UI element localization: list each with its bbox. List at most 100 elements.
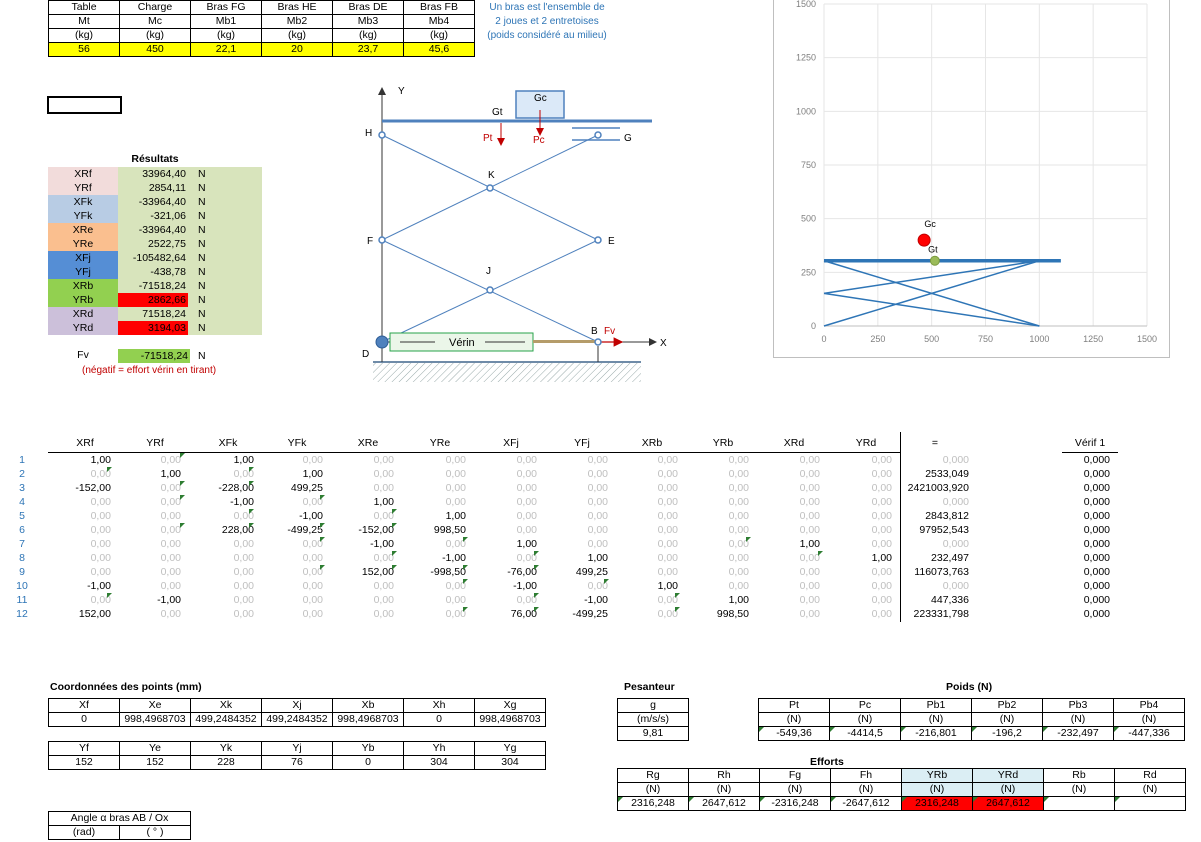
y-tick-label: 0 bbox=[811, 321, 816, 331]
g-unit: (m/s/s) bbox=[617, 712, 689, 727]
coordX-cell: 998,4968703 bbox=[332, 712, 404, 727]
coordX-cell: Xh bbox=[403, 698, 475, 713]
formula-indicator bbox=[249, 467, 254, 472]
formula-indicator bbox=[534, 607, 539, 612]
coordY-cell: Yg bbox=[474, 741, 546, 756]
arm-note-line: Un bras est l'ensemble de bbox=[489, 2, 605, 13]
matrix-row-number: 5 bbox=[19, 510, 25, 522]
formula-indicator bbox=[180, 453, 185, 458]
formula-indicator bbox=[534, 593, 539, 598]
k-label: K bbox=[488, 170, 495, 181]
matrix-header: YRd bbox=[855, 437, 877, 449]
formula-indicator bbox=[463, 607, 468, 612]
matrix-cell: 0,00 bbox=[90, 538, 111, 550]
chart-frame[interactable] bbox=[773, 0, 1170, 358]
matrix-cell: -1,00 bbox=[157, 594, 181, 606]
formula-indicator bbox=[249, 523, 254, 528]
masses-cell: (kg) bbox=[332, 28, 404, 43]
masses-cell: (kg) bbox=[190, 28, 262, 43]
matrix-cell: 1,00 bbox=[587, 552, 608, 564]
matrix-cell: 0,00 bbox=[799, 454, 820, 466]
joint-h bbox=[378, 131, 386, 139]
formula-indicator bbox=[534, 551, 539, 556]
matrix-cell: 0,00 bbox=[587, 538, 608, 550]
effortsTable-cell: Rb bbox=[1043, 768, 1115, 783]
matrix-verif: 0,000 bbox=[1083, 482, 1110, 494]
point-gt bbox=[929, 255, 940, 266]
poidsTable-cell: Pc bbox=[829, 698, 901, 713]
matrix-row-number: 1 bbox=[19, 454, 25, 466]
matrix-cell: 0,00 bbox=[516, 454, 537, 466]
matrix-cell: 1,00 bbox=[657, 580, 678, 592]
masses-cell: 450 bbox=[119, 42, 191, 57]
d-label: D bbox=[362, 349, 369, 360]
matrix-row-number: 4 bbox=[19, 496, 25, 508]
matrix-cell: 0,00 bbox=[445, 538, 466, 550]
coordY-cell: Yb bbox=[332, 741, 404, 756]
matrix-cell: 0,00 bbox=[160, 566, 181, 578]
effortsTable-cell: YRd bbox=[972, 768, 1044, 783]
matrix-cell: 1,00 bbox=[302, 468, 323, 480]
masses-cell: (kg) bbox=[403, 28, 475, 43]
result-unit: N bbox=[198, 308, 206, 320]
result-value: -321,06 bbox=[118, 209, 188, 223]
coordY-cell: 304 bbox=[403, 755, 475, 770]
poids-table: Pt Pc Pb1 Pb2 Pb3 Pb4 (N) (N) (N) (N) (N) (N) -549,3… bbox=[758, 698, 1185, 741]
matrix-rhs: 0,000 bbox=[942, 496, 969, 508]
formula-indicator bbox=[392, 565, 397, 570]
poidsTable-cell: -232,497 bbox=[1042, 726, 1114, 741]
matrix-cell: 228,00 bbox=[221, 524, 254, 536]
formula-indicator bbox=[249, 509, 254, 514]
matrix-cell: 0,00 bbox=[160, 538, 181, 550]
matrix-cell: 0,00 bbox=[871, 566, 892, 578]
x-tick-label: 1500 bbox=[1137, 334, 1157, 344]
b-label: B bbox=[591, 326, 598, 337]
formula-indicator bbox=[180, 523, 185, 528]
matrix-cell: 0,00 bbox=[302, 454, 323, 466]
matrix-rhs: 2843,812 bbox=[925, 510, 969, 522]
coordX-cell: Xj bbox=[261, 698, 333, 713]
matrix-cell: -1,00 bbox=[370, 538, 394, 550]
matrix-cell: 0,00 bbox=[302, 538, 323, 550]
matrix-underline bbox=[48, 452, 900, 453]
matrix-header: YFj bbox=[574, 437, 590, 449]
matrix-verif: 0,000 bbox=[1083, 510, 1110, 522]
matrix-rhs: 2533,049 bbox=[925, 468, 969, 480]
arm-note: Un bras est l'ensemble de 2 joues et 2 e… bbox=[482, 1, 612, 43]
matrix-separator bbox=[900, 432, 901, 622]
effortsTable-cell: 2647,612 bbox=[688, 796, 760, 811]
coordY-cell: 228 bbox=[190, 755, 262, 770]
masses-cell: (kg) bbox=[48, 28, 120, 43]
matrix-header: YRf bbox=[146, 437, 164, 449]
matrix-cell: 0,00 bbox=[871, 594, 892, 606]
selected-cell[interactable] bbox=[47, 96, 122, 114]
matrix-cell: 0,00 bbox=[445, 580, 466, 592]
matrix-cell: -1,00 bbox=[442, 552, 466, 564]
coordY-cell: 76 bbox=[261, 755, 333, 770]
matrix-cell: 0,00 bbox=[445, 468, 466, 480]
coordX-cell: 998,4968703 bbox=[119, 712, 191, 727]
matrix-cell: 0,00 bbox=[90, 566, 111, 578]
masses-cell: Mb4 bbox=[403, 14, 475, 29]
formula-indicator bbox=[107, 467, 112, 472]
matrix-cell: 0,00 bbox=[160, 482, 181, 494]
matrix-row-number: 12 bbox=[16, 608, 28, 620]
effortsTable-cell: Fh bbox=[830, 768, 902, 783]
matrix-cell: 0,00 bbox=[302, 608, 323, 620]
matrix-cell: -1,00 bbox=[230, 496, 254, 508]
result-label: YRd bbox=[48, 321, 118, 335]
matrix-cell: 0,00 bbox=[657, 468, 678, 480]
effortsTable-cell: (N) bbox=[1114, 782, 1186, 797]
formula-indicator bbox=[463, 579, 468, 584]
matrix-cell: 0,00 bbox=[799, 524, 820, 536]
matrix-cell: 0,00 bbox=[90, 594, 111, 606]
matrix-row-number: 7 bbox=[19, 538, 25, 550]
masses-cell: Bras FG bbox=[190, 0, 262, 15]
result-row: YRd 3194,03 N bbox=[48, 321, 262, 335]
matrix-cell: 0,00 bbox=[160, 608, 181, 620]
masses-cell: Mc bbox=[119, 14, 191, 29]
results-title: Résultats bbox=[131, 153, 179, 165]
matrix-cell: 0,00 bbox=[657, 510, 678, 522]
result-row: XRe -33964,40 N bbox=[48, 223, 262, 237]
poidsTable-cell: -549,36 bbox=[758, 726, 830, 741]
